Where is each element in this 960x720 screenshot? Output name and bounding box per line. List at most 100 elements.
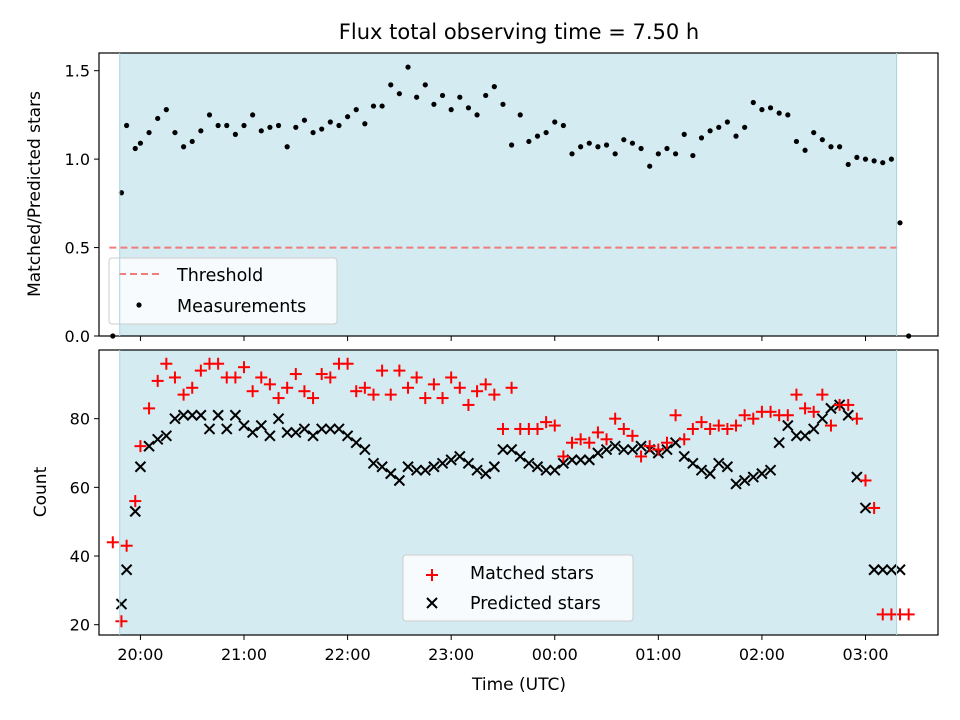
y-tick-label: 20	[70, 616, 90, 635]
measurement-point	[124, 122, 130, 129]
predicted-star-point	[635, 440, 647, 452]
x-tick-label: 03:00	[842, 645, 888, 664]
legend-matched-swatch	[426, 569, 438, 581]
measurement-point	[742, 124, 748, 130]
bottom-axes-frame	[98, 349, 939, 636]
measurement-point	[224, 122, 230, 129]
y-tick-label: 40	[70, 547, 90, 566]
matched-star-point	[850, 412, 863, 425]
measurement-point	[362, 121, 368, 127]
top-axes-frame	[98, 52, 939, 337]
predicted-star-point	[738, 474, 751, 487]
matched-star-point	[721, 422, 734, 435]
measurement-point	[560, 122, 566, 129]
measurement-point	[388, 82, 394, 88]
predicted-star-point	[341, 430, 354, 442]
measurement-point	[379, 103, 385, 109]
measurement-point	[733, 133, 739, 139]
measurement-point	[137, 140, 144, 146]
legend-matched-label: Matched stars	[470, 564, 594, 584]
predicted-star-point	[246, 426, 259, 439]
measurement-point	[767, 105, 774, 111]
matched-star-point	[695, 416, 708, 429]
measurement-point	[508, 142, 515, 148]
measurement-point	[672, 151, 679, 157]
predicted-star-point	[807, 423, 820, 435]
measurement-point	[690, 152, 696, 159]
predicted-star-point	[782, 419, 794, 432]
measurement-point	[819, 137, 825, 143]
measurement-point	[716, 124, 722, 130]
predicted-star-point	[505, 443, 518, 456]
matched-star-point	[120, 539, 133, 552]
predicted-star-point	[799, 430, 811, 442]
legend-measurements-swatch	[136, 302, 142, 308]
measurement-point	[180, 144, 187, 150]
predicted-star-point	[488, 461, 501, 473]
x-tick-label: 20:00	[117, 645, 163, 664]
x-tick-label: 02:00	[739, 645, 785, 664]
matched-star-point	[764, 405, 777, 418]
predicted-star-point	[160, 430, 173, 442]
matched-star-point	[341, 357, 354, 370]
matched-star-point	[600, 433, 613, 446]
legend-measurements-label: Measurements	[177, 297, 306, 317]
matched-star-point	[652, 443, 665, 456]
predicted-star-point	[454, 450, 466, 463]
matched-star-point	[617, 422, 630, 435]
predicted-star-point	[445, 454, 457, 466]
legend-predicted-label: Predicted stars	[470, 594, 601, 614]
top-legend: Threshold Measurements	[108, 257, 338, 325]
measurement-point	[310, 129, 316, 136]
x-tick-label: 22:00	[325, 645, 371, 664]
measurement-point	[845, 161, 851, 168]
predicted-star-point	[479, 467, 492, 480]
matched-star-point	[790, 388, 803, 401]
matched-star-point	[238, 361, 251, 374]
measurement-point	[465, 105, 472, 111]
measurement-point	[664, 145, 670, 152]
matched-star-point	[643, 440, 656, 453]
chart-title: Flux total observing time = 7.50 h	[339, 20, 699, 44]
measurement-point	[250, 112, 256, 118]
predicted-star-point	[773, 437, 785, 449]
measurement-point	[586, 140, 592, 146]
matched-star-point	[824, 419, 837, 432]
matched-star-point	[583, 436, 596, 449]
measurement-point	[854, 154, 860, 160]
measurement-point	[431, 101, 437, 107]
measurement-point	[293, 124, 299, 130]
measurement-point	[163, 107, 169, 113]
measurement-point	[215, 122, 221, 129]
predicted-star-point	[531, 461, 544, 473]
matched-star-point	[704, 422, 717, 435]
measurement-point	[828, 144, 834, 150]
matched-star-point	[263, 378, 276, 391]
x-axis-label: Time (UTC)	[471, 675, 566, 695]
predicted-star-point	[695, 464, 708, 476]
measurement-point	[543, 129, 549, 136]
measurement-point	[897, 220, 903, 226]
predicted-star-point	[514, 450, 526, 463]
measurement-point	[793, 138, 800, 145]
measurement-point	[258, 128, 264, 134]
measurement-point	[284, 144, 290, 150]
matched-star-point	[129, 495, 142, 508]
matched-star-point	[635, 450, 648, 463]
measurement-point	[578, 144, 584, 150]
measurement-point	[232, 131, 238, 137]
matched-star-point	[540, 416, 553, 429]
matched-star-point	[781, 409, 794, 422]
measurement-point	[612, 151, 618, 157]
predicted-star-point	[626, 443, 639, 456]
measurement-point	[862, 156, 869, 162]
predicted-star-point	[281, 426, 293, 439]
predicted-star-point	[212, 409, 224, 421]
measurement-point	[526, 138, 532, 145]
matched-star-point	[134, 440, 147, 453]
predicted-star-point	[134, 461, 147, 473]
measurement-point	[353, 107, 359, 113]
predicted-star-point	[367, 457, 380, 470]
matched-star-point	[384, 388, 397, 401]
matched-star-point	[177, 388, 190, 401]
